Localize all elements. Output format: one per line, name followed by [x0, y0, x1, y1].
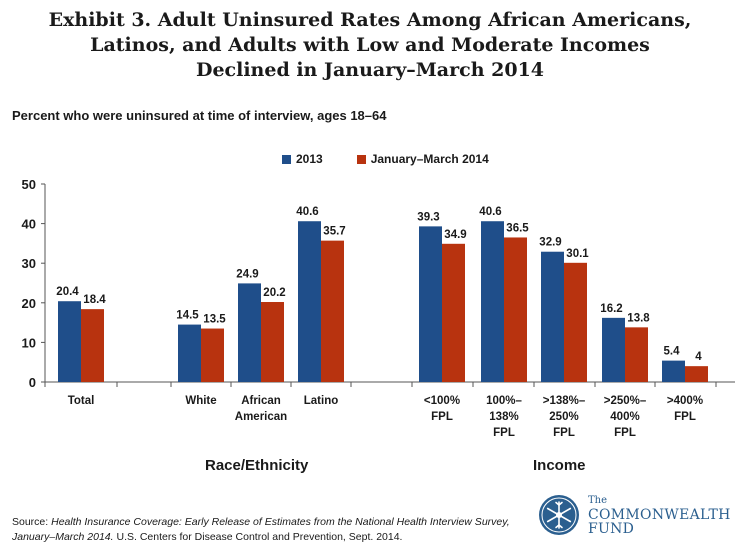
- category-label-6-line-1: 100%–: [486, 395, 522, 407]
- data-label-series2-cat1: 18.4: [83, 294, 106, 306]
- category-label-6-line-3: FPL: [493, 427, 515, 439]
- legend-swatch-2014: [356, 154, 366, 164]
- y-tick-label-0: 0: [29, 375, 36, 390]
- data-label-series1-cat2: 14.5: [176, 310, 199, 322]
- data-label-series1-cat7: 32.9: [539, 237, 561, 249]
- bar-series1-cat8: [602, 317, 625, 382]
- category-label-9-line-2: FPL: [674, 411, 696, 423]
- bar-series1-cat2: [178, 324, 201, 382]
- logo-text: The COMMONWEALTH FUND: [588, 494, 731, 536]
- commonwealth-fund-logo: The COMMONWEALTH FUND: [538, 494, 731, 536]
- snowflake-seal-icon: [539, 495, 579, 535]
- logo-line-1: COMMONWEALTH: [588, 507, 731, 523]
- bar-series2-cat6: [504, 237, 527, 382]
- bar-series2-cat1: [81, 309, 104, 382]
- category-label-9-line-1: >400%: [667, 395, 703, 407]
- bar-series2-cat9: [685, 366, 708, 382]
- legend-label-2013: 2013: [296, 152, 323, 166]
- bar-series2-cat2: [201, 328, 224, 382]
- data-label-series1-cat8: 16.2: [600, 303, 622, 315]
- y-tick-label-30: 30: [22, 256, 36, 271]
- chart-title-line-2: Latinos, and Adults with Low and Moderat…: [90, 34, 650, 56]
- bar-series1-cat3: [238, 283, 261, 382]
- chart-title-line-3: Declined in January–March 2014: [195, 59, 545, 81]
- chart-title-line-1: Exhibit 3. Adult Uninsured Rates Among A…: [48, 9, 692, 31]
- data-label-series1-cat9: 5.4: [664, 346, 681, 358]
- bar-series1-cat4: [298, 221, 321, 382]
- category-label-6-line-2: 138%: [489, 411, 518, 423]
- logo-the: The: [588, 495, 608, 506]
- y-tick-label-50: 50: [22, 177, 36, 192]
- data-label-series2-cat8: 13.8: [627, 312, 650, 324]
- bar-series1-cat1: [58, 301, 81, 382]
- category-label-8-line-3: FPL: [614, 427, 636, 439]
- bar-series1-cat9: [662, 360, 685, 382]
- group-label-income: Income: [533, 457, 586, 474]
- legend-item-2014: January–March 2014: [356, 152, 489, 166]
- data-label-series2-cat4: 35.7: [323, 226, 345, 238]
- category-label-5-line-1: <100%: [424, 395, 460, 407]
- bar-series2-cat3: [261, 302, 284, 382]
- data-label-series2-cat9: 4: [695, 351, 702, 363]
- legend: 2013 January–March 2014: [282, 152, 489, 166]
- data-label-series2-cat5: 34.9: [444, 229, 466, 241]
- data-label-series1-cat6: 40.6: [479, 206, 501, 218]
- data-label-series2-cat3: 20.2: [263, 287, 285, 299]
- chart-subtitle: Percent who were uninsured at time of in…: [12, 108, 387, 123]
- data-label-series1-cat1: 20.4: [56, 286, 79, 298]
- source-note: Source: Health Insurance Coverage: Early…: [12, 515, 512, 545]
- data-label-series2-cat6: 36.5: [506, 222, 529, 234]
- category-label-2-line-1: White: [185, 395, 216, 407]
- data-label-series2-cat2: 13.5: [203, 314, 226, 326]
- category-label-7-line-2: 250%: [549, 411, 578, 423]
- legend-swatch-2013: [282, 154, 291, 164]
- bar-series1-cat7: [541, 251, 564, 382]
- legend-label-2014: January–March 2014: [370, 152, 489, 166]
- bar-series2-cat5: [442, 243, 465, 382]
- category-label-3-line-1: African: [241, 395, 281, 407]
- category-label-7-line-3: FPL: [553, 427, 575, 439]
- category-label-8-line-2: 400%: [610, 411, 639, 423]
- bar-series1-cat6: [481, 221, 504, 382]
- data-label-series1-cat5: 39.3: [417, 211, 439, 223]
- source-title: Health Insurance Coverage: Early Release…: [12, 516, 510, 543]
- source-suffix: U.S. Centers for Disease Control and Pre…: [113, 531, 403, 543]
- source-prefix: Source:: [12, 516, 52, 528]
- y-tick-label-40: 40: [22, 217, 36, 232]
- category-label-4-line-1: Latino: [304, 395, 339, 407]
- data-label-series1-cat3: 24.9: [236, 268, 258, 280]
- category-label-8-line-1: >250%–: [604, 395, 647, 407]
- category-label-1-line-1: Total: [68, 395, 95, 407]
- legend-item-2013: 2013: [282, 152, 323, 166]
- bar-series1-cat5: [419, 226, 442, 382]
- category-label-7-line-1: >138%–: [543, 395, 586, 407]
- group-label-race-ethnicity: Race/Ethnicity: [205, 457, 309, 474]
- bar-series2-cat4: [321, 240, 344, 382]
- y-tick-label-20: 20: [22, 296, 36, 311]
- data-label-series1-cat4: 40.6: [296, 206, 318, 218]
- category-label-5-line-2: FPL: [431, 411, 453, 423]
- category-label-3-line-2: American: [235, 411, 287, 423]
- chart-title: Exhibit 3. Adult Uninsured Rates Among A…: [0, 8, 740, 83]
- y-tick-label-10: 10: [22, 335, 36, 350]
- bar-series2-cat8: [625, 327, 648, 382]
- data-label-series2-cat7: 30.1: [566, 248, 589, 260]
- logo-line-2: FUND: [588, 521, 635, 537]
- bar-series2-cat7: [564, 262, 587, 382]
